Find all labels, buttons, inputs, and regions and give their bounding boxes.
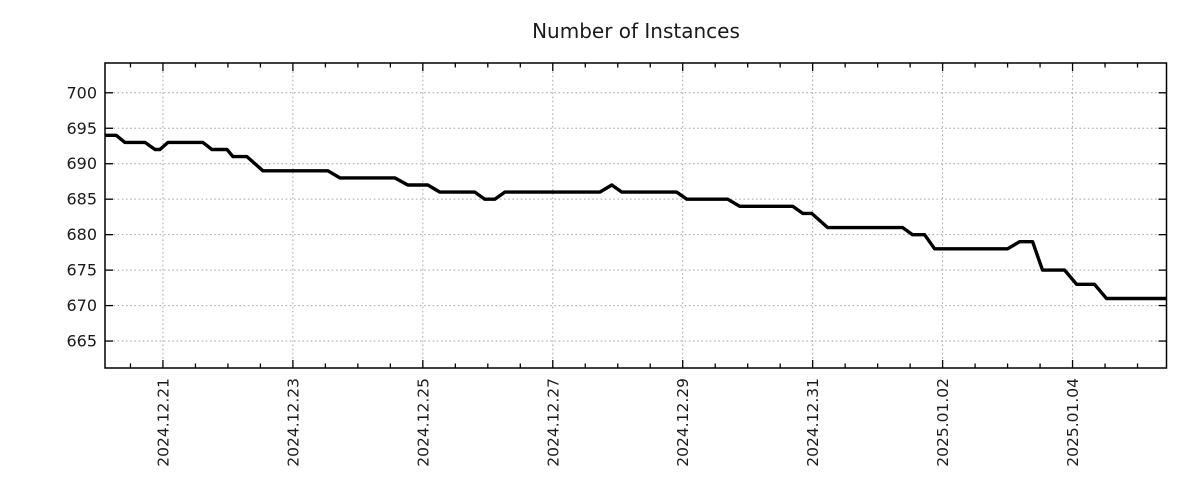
tick-layer — [105, 63, 1167, 368]
y-tick-label: 680 — [66, 225, 97, 244]
grid-layer — [105, 63, 1167, 368]
y-tick-label: 675 — [66, 261, 97, 280]
series-layer — [105, 133, 1167, 301]
series-line — [105, 133, 1167, 301]
y-tick-label: 695 — [66, 119, 97, 138]
x-tick-label: 2024.12.25 — [414, 378, 432, 467]
y-tick-label: 690 — [66, 154, 97, 173]
x-tick-label: 2024.12.23 — [284, 378, 302, 467]
x-tick-label: 2025.01.02 — [934, 378, 952, 467]
y-tick-label: 670 — [66, 296, 97, 315]
x-tick-label: 2024.12.29 — [674, 378, 692, 467]
chart-title: Number of Instances — [532, 19, 740, 43]
x-tick-label: 2025.01.04 — [1064, 378, 1082, 467]
y-tick-label: 700 — [66, 83, 97, 102]
x-tick-label: 2024.12.27 — [544, 378, 562, 467]
y-tick-label: 665 — [66, 332, 97, 351]
x-tick-label: 2024.12.21 — [154, 378, 172, 467]
y-tick-label: 685 — [66, 190, 97, 209]
x-tick-label: 2024.12.31 — [804, 378, 822, 467]
label-layer: 665 670 675 680 685 690 695 700 2024.12.21 2024.1… — [66, 83, 1082, 466]
plot-border — [104, 62, 1168, 369]
